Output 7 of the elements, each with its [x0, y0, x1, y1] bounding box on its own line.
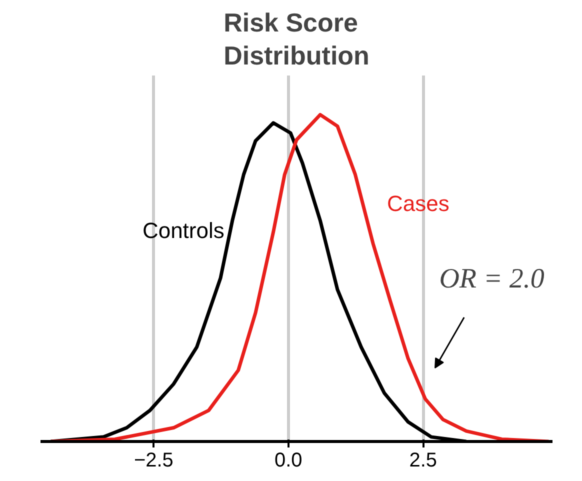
- series-label: Controls: [142, 218, 224, 244]
- x-tick-label: 2.5: [409, 450, 438, 472]
- series-label: Cases: [387, 190, 450, 216]
- annotation: OR = 2.0: [439, 263, 544, 294]
- x-tick-label: 0.0: [274, 450, 302, 472]
- chart-title: Risk Score Distribution: [224, 8, 370, 70]
- x-tick-label: −2.5: [134, 450, 174, 472]
